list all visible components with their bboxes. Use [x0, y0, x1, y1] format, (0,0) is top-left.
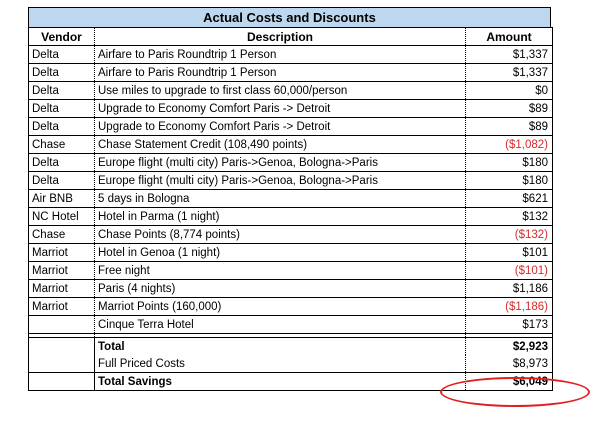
table-row: Delta Airfare to Paris Roundtrip 1 Person…: [28, 63, 553, 82]
table-row: Air BNB 5 days in Bologna $621: [28, 189, 553, 208]
vendor-cell: Delta: [28, 153, 95, 172]
description-cell: Use miles to upgrade to first class 60,0…: [94, 81, 466, 100]
vendor-cell: Chase: [28, 135, 95, 154]
amount-cell: $1,337: [465, 45, 553, 64]
costs-sheet: Actual Costs and Discounts Vendor Descri…: [28, 7, 553, 391]
full-priced-row: Full Priced Costs $8,973: [28, 355, 553, 373]
vendor-cell: Delta: [28, 117, 95, 136]
amount-header: Amount: [465, 27, 553, 46]
description-cell: Upgrade to Economy Comfort Paris -> Detr…: [94, 99, 466, 118]
amount-cell: $621: [465, 189, 553, 208]
amount-cell: $173: [465, 315, 553, 334]
table-row: Delta Upgrade to Economy Comfort Paris ->…: [28, 117, 553, 136]
amount-cell: $89: [465, 117, 553, 136]
vendor-cell: NC Hotel: [28, 207, 95, 226]
description-cell: Paris (4 nights): [94, 279, 466, 298]
vendor-cell: Delta: [28, 171, 95, 190]
vendor-cell: Marriot: [28, 243, 95, 262]
description-cell: Airfare to Paris Roundtrip 1 Person: [94, 63, 466, 82]
description-cell: Cinque Terra Hotel: [94, 315, 466, 334]
description-cell: Marriot Points (160,000): [94, 297, 466, 316]
total-label: Total: [94, 337, 466, 355]
description-header: Description: [94, 27, 466, 46]
amount-cell: ($1,186): [465, 297, 553, 316]
total-amount: $2,923: [512, 340, 548, 353]
amount-cell: ($101): [465, 261, 553, 280]
amount-cell: $1,186: [465, 279, 553, 298]
vendor-cell: Delta: [28, 81, 95, 100]
description-cell: Europe flight (multi city) Paris->Genoa,…: [94, 171, 466, 190]
table-row: Marriot Marriot Points (160,000) ($1,186): [28, 297, 553, 316]
description-cell: Upgrade to Economy Comfort Paris -> Detr…: [94, 117, 466, 136]
table-body: Delta Airfare to Paris Roundtrip 1 Person…: [28, 45, 553, 334]
amount-cell: $0: [465, 81, 553, 100]
vendor-header: Vendor: [28, 27, 95, 46]
amount-cell: $180: [465, 153, 553, 172]
spacer-row: [28, 333, 553, 338]
sheet-title: Actual Costs and Discounts: [28, 7, 551, 27]
table-row: Delta Airfare to Paris Roundtrip 1 Person…: [28, 45, 553, 64]
header-row: Vendor Description Amount: [28, 27, 553, 46]
table-row: Chase Chase Statement Credit (108,490 poi…: [28, 135, 553, 154]
table-row: NC Hotel Hotel in Parma (1 night) $132: [28, 207, 553, 226]
description-cell: Europe flight (multi city) Paris->Genoa,…: [94, 153, 466, 172]
vendor-cell: Marriot: [28, 261, 95, 280]
vendor-cell: [28, 315, 95, 334]
amount-cell: $132: [465, 207, 553, 226]
table-row: Cinque Terra Hotel $173: [28, 315, 553, 334]
savings-label: Total Savings: [94, 372, 466, 391]
costs-table: Vendor Description Amount Delta Airfare t…: [28, 27, 553, 391]
vendor-cell: Chase: [28, 225, 95, 244]
table-row: Marriot Free night ($101): [28, 261, 553, 280]
table-row: Chase Chase Points (8,774 points) ($132): [28, 225, 553, 244]
vendor-cell: Air BNB: [28, 189, 95, 208]
description-cell: Hotel in Genoa (1 night): [94, 243, 466, 262]
description-cell: 5 days in Bologna: [94, 189, 466, 208]
table-row: Delta Europe flight (multi city) Paris->G…: [28, 153, 553, 172]
description-cell: Hotel in Parma (1 night): [94, 207, 466, 226]
amount-cell: $101: [465, 243, 553, 262]
table-row: Marriot Paris (4 nights) $1,186: [28, 279, 553, 298]
vendor-cell: Delta: [28, 63, 95, 82]
amount-cell: $1,337: [465, 63, 553, 82]
vendor-cell: Delta: [28, 99, 95, 118]
description-cell: Chase Statement Credit (108,490 points): [94, 135, 466, 154]
description-cell: Free night: [94, 261, 466, 280]
vendor-cell: Marriot: [28, 297, 95, 316]
table-row: Delta Use miles to upgrade to first class…: [28, 81, 553, 100]
description-cell: Chase Points (8,774 points): [94, 225, 466, 244]
amount-cell: ($132): [465, 225, 553, 244]
table-row: Marriot Hotel in Genoa (1 night) $101: [28, 243, 553, 262]
amount-cell: $180: [465, 171, 553, 190]
summary-section: Total $2,923 Full Priced Costs $8,973 To…: [28, 333, 553, 391]
full-priced-label: Full Priced Costs: [94, 355, 466, 373]
vendor-cell: Marriot: [28, 279, 95, 298]
amount-cell: $89: [465, 99, 553, 118]
full-priced-amount: $8,973: [512, 357, 548, 370]
vendor-cell: Delta: [28, 45, 95, 64]
table-row: Delta Europe flight (multi city) Paris->G…: [28, 171, 553, 190]
savings-highlight-circle: [440, 377, 590, 407]
description-cell: Airfare to Paris Roundtrip 1 Person: [94, 45, 466, 64]
table-row: Delta Upgrade to Economy Comfort Paris ->…: [28, 99, 553, 118]
amount-cell: ($1,082): [465, 135, 553, 154]
total-row: Total $2,923: [28, 337, 553, 355]
